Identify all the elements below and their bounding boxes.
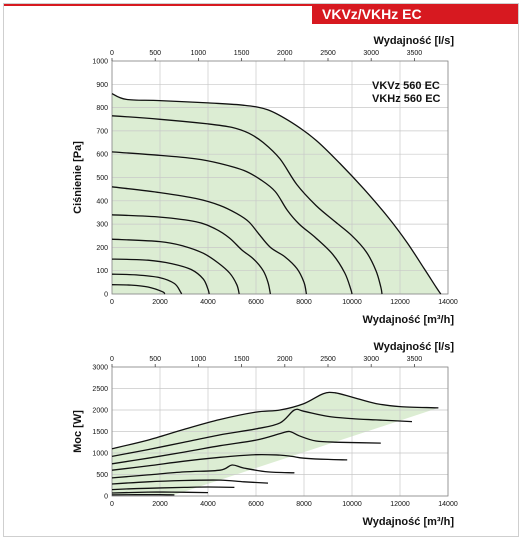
series-line — [111, 273, 183, 295]
x2-tick-label: 1000 — [191, 50, 207, 57]
x-tick-label: 8000 — [296, 299, 312, 306]
series-line — [111, 491, 209, 494]
x2-tick-label: 0 — [110, 356, 114, 363]
x-tick-label: 8000 — [296, 501, 312, 508]
x-tick-label: 10000 — [342, 501, 362, 508]
x2-tick-label: 1000 — [191, 356, 207, 363]
series-line — [111, 151, 353, 295]
x-tick-label: 10000 — [342, 299, 362, 306]
x-tick-label: 0 — [110, 299, 114, 306]
y-tick-label: 1500 — [92, 429, 108, 436]
y-tick-label: 500 — [96, 472, 108, 479]
y-tick-label: 2000 — [92, 408, 108, 415]
x-tick-label: 14000 — [438, 501, 458, 508]
x-tick-label: 2000 — [152, 501, 168, 508]
x2-tick-label: 2500 — [320, 50, 336, 57]
series-line — [111, 391, 439, 450]
y-tick-label: 2500 — [92, 386, 108, 393]
series-line — [111, 284, 166, 295]
x-tick-label: 4000 — [200, 501, 216, 508]
y-tick-label: 1000 — [92, 451, 108, 458]
y-tick-label: 800 — [96, 105, 108, 112]
x2-axis-title: Wydajność [l/s] — [374, 341, 455, 353]
model-name: VKVz 560 EC — [372, 80, 440, 92]
series-line — [111, 238, 240, 295]
x2-tick-label: 500 — [149, 356, 161, 363]
x-tick-label: 2000 — [152, 299, 168, 306]
x-tick-label: 12000 — [390, 501, 410, 508]
series-line — [111, 186, 308, 295]
series-line — [111, 479, 269, 485]
header-accent-bar — [4, 4, 518, 6]
x2-tick-label: 3000 — [363, 50, 379, 57]
y-axis-title: Moc [W] — [72, 410, 84, 453]
y-tick-label: 600 — [96, 152, 108, 159]
x2-tick-label: 3500 — [407, 50, 423, 57]
x-tick-label: 6000 — [248, 501, 264, 508]
x-tick-label: 4000 — [200, 299, 216, 306]
y-tick-label: 400 — [96, 198, 108, 205]
x2-tick-label: 2000 — [277, 356, 293, 363]
series-line — [111, 408, 413, 458]
x2-tick-label: 3500 — [407, 356, 423, 363]
y-tick-label: 0 — [104, 494, 108, 501]
series-line — [111, 214, 272, 295]
x2-tick-label: 0 — [110, 50, 114, 57]
y-tick-label: 100 — [96, 268, 108, 275]
y-tick-label: 300 — [96, 222, 108, 229]
y-tick-label: 3000 — [92, 365, 108, 372]
series-line — [111, 464, 295, 479]
x2-axis-title: Wydajność [l/s] — [374, 35, 455, 47]
x-tick-label: 0 — [110, 501, 114, 508]
x-tick-label: 6000 — [248, 299, 264, 306]
y-axis-title: Ciśnienie [Pa] — [72, 141, 84, 214]
y-tick-label: 900 — [96, 82, 108, 89]
operating-area — [112, 392, 439, 495]
model-name: VKHz 560 EC — [372, 93, 441, 105]
chart-frame — [3, 3, 519, 537]
plot-border — [111, 366, 449, 497]
x2-tick-label: 1500 — [234, 356, 250, 363]
series-line — [111, 115, 383, 295]
x2-tick-label: 2500 — [320, 356, 336, 363]
x2-tick-label: 1500 — [234, 50, 250, 57]
x-tick-label: 12000 — [390, 299, 410, 306]
y-tick-label: 200 — [96, 245, 108, 252]
x2-tick-label: 500 — [149, 50, 161, 57]
series-line — [111, 430, 381, 465]
x-tick-label: 14000 — [438, 299, 458, 306]
plot-border — [111, 60, 449, 295]
x-axis-title: Wydajność [m³/h] — [363, 314, 455, 326]
series-line — [111, 93, 442, 295]
product-title: VKVz/VKHz EC — [312, 4, 518, 24]
series-line — [111, 258, 210, 295]
x2-tick-label: 3000 — [363, 356, 379, 363]
series-line — [111, 453, 348, 471]
y-tick-label: 500 — [96, 175, 108, 182]
y-tick-label: 1000 — [92, 59, 108, 66]
series-line — [111, 486, 235, 491]
x-axis-title: Wydajność [m³/h] — [363, 516, 455, 528]
y-tick-label: 0 — [104, 292, 108, 299]
y-tick-label: 700 — [96, 128, 108, 135]
x2-tick-label: 2000 — [277, 50, 293, 57]
